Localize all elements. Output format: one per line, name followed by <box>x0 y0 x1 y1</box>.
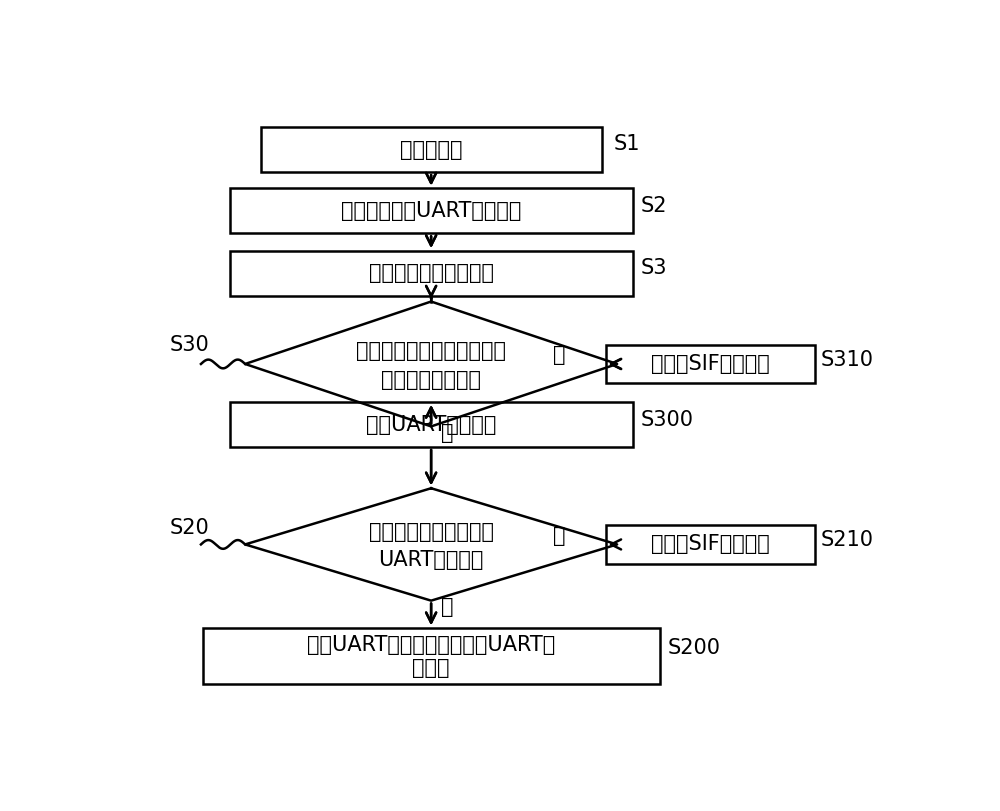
Text: S2: S2 <box>640 196 667 216</box>
Text: UART通讯讯号: UART通讯讯号 <box>378 550 484 570</box>
Text: 是: 是 <box>441 597 454 617</box>
Text: 预设数据帧为UART通讯讯号: 预设数据帧为UART通讯讯号 <box>341 201 521 221</box>
Text: S3: S3 <box>640 259 667 278</box>
Text: 切换为SIF通讯模式: 切换为SIF通讯模式 <box>651 534 770 555</box>
Text: S1: S1 <box>613 134 640 153</box>
Text: 保持UART通讯模式，并回复UART格
式报文: 保持UART通讯模式，并回复UART格 式报文 <box>307 635 555 678</box>
Text: S20: S20 <box>170 517 210 538</box>
Bar <box>202 628 660 684</box>
Text: 监听数据帧的电平脉宽: 监听数据帧的电平脉宽 <box>369 264 494 283</box>
Text: 第一预设时间内接收到: 第一预设时间内接收到 <box>369 522 494 542</box>
Text: S300: S300 <box>640 410 693 430</box>
Bar <box>230 188 633 234</box>
Bar <box>230 402 633 447</box>
Text: S200: S200 <box>668 638 720 658</box>
Text: S30: S30 <box>170 335 210 355</box>
Bar <box>261 127 602 172</box>
Text: 是: 是 <box>441 423 454 444</box>
Text: 否: 否 <box>553 526 565 546</box>
Text: 保持UART通讯模式: 保持UART通讯模式 <box>366 414 496 435</box>
Bar <box>606 345 815 384</box>
Text: S210: S210 <box>820 530 873 550</box>
Bar <box>230 251 633 296</box>
Text: 否: 否 <box>553 345 565 365</box>
Text: 预设时间窗口内大于或等于: 预设时间窗口内大于或等于 <box>356 341 506 362</box>
Text: 获取数据帧: 获取数据帧 <box>400 139 462 160</box>
Text: 三个高低电平变化: 三个高低电平变化 <box>381 370 481 389</box>
Bar <box>606 525 815 564</box>
Text: S310: S310 <box>820 350 873 370</box>
Text: 切换为SIF通讯模式: 切换为SIF通讯模式 <box>651 354 770 374</box>
